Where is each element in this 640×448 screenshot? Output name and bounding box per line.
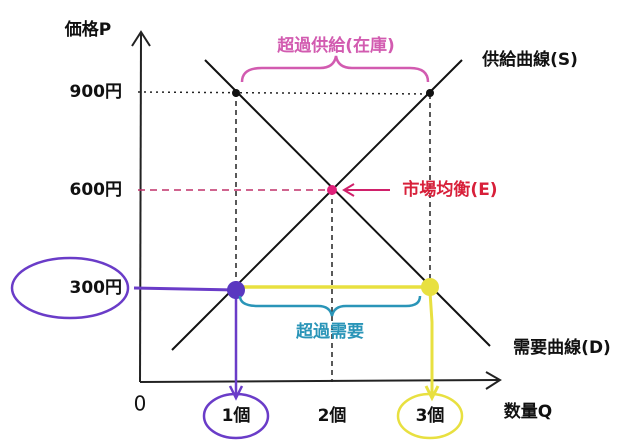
excess-demand-brace bbox=[238, 295, 422, 317]
y-axis bbox=[139, 33, 142, 383]
purple-point bbox=[227, 281, 245, 299]
purple-arrow bbox=[228, 295, 244, 401]
y-tick-label: 900円 bbox=[70, 82, 123, 102]
circle-q1 bbox=[202, 392, 270, 440]
y-tick-label: 300円 bbox=[70, 278, 123, 298]
point-q3-900 bbox=[426, 89, 434, 97]
point-q1-900 bbox=[232, 89, 240, 97]
x-axis-label: 数量Q bbox=[504, 401, 552, 422]
origin-label: 0 bbox=[134, 392, 147, 416]
axes bbox=[131, 30, 502, 390]
curves bbox=[171, 59, 491, 351]
excess-supply-brace bbox=[240, 55, 430, 83]
excess-supply-label: 超過供給(在庫) bbox=[277, 35, 395, 56]
x-tick-label: 2個 bbox=[318, 405, 347, 426]
excess-demand-label: 超過需要 bbox=[296, 321, 364, 342]
demand-label: 需要曲線(D) bbox=[513, 337, 611, 358]
supply-label: 供給曲線(S) bbox=[481, 49, 578, 70]
x-arrow bbox=[485, 371, 502, 390]
equilibrium-arrow bbox=[342, 183, 390, 197]
yellow-arrow bbox=[424, 291, 440, 402]
purple-line bbox=[133, 286, 237, 292]
supply-line bbox=[171, 59, 463, 351]
y-axis-label: 価格P bbox=[64, 19, 111, 40]
x-tick-label: 3個 bbox=[416, 405, 445, 426]
yellow-point bbox=[421, 278, 439, 296]
circle-300 bbox=[10, 256, 130, 320]
y-tick-label: 600円 bbox=[70, 180, 123, 200]
y-arrow bbox=[131, 30, 151, 47]
equilibrium-point bbox=[327, 185, 337, 195]
guides bbox=[137, 91, 431, 382]
guide-900 bbox=[137, 91, 431, 95]
x-axis bbox=[139, 379, 499, 383]
x-tick-label: 1個 bbox=[222, 405, 251, 426]
equilibrium-label: 市場均衡(E) bbox=[402, 179, 497, 200]
circle-q3 bbox=[396, 392, 464, 440]
demand-line bbox=[204, 59, 491, 347]
